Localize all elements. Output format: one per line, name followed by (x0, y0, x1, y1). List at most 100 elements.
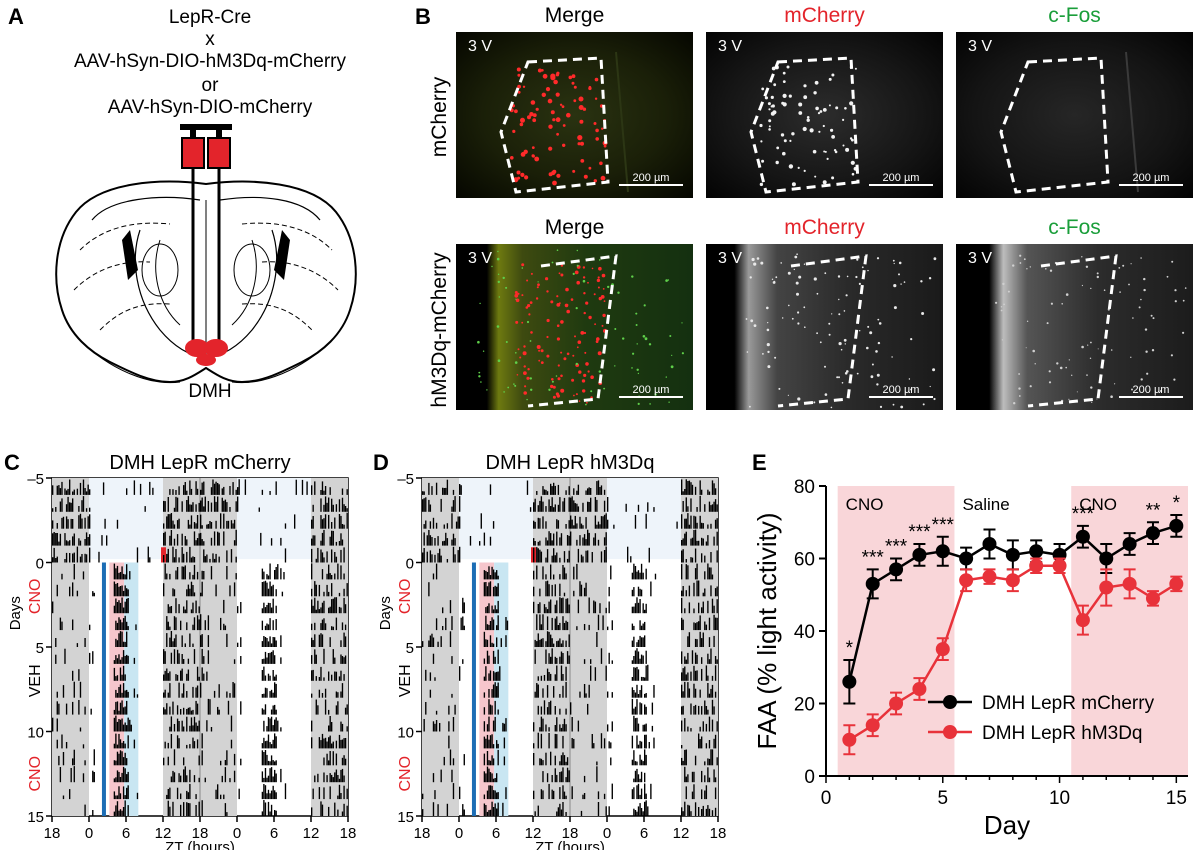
activity-bar (634, 515, 637, 529)
activity-bar (119, 631, 122, 647)
data-point (982, 537, 997, 551)
activity-bar (264, 741, 267, 749)
cell-dot (538, 349, 541, 352)
activity-bar (582, 794, 584, 800)
activity-bar (187, 519, 190, 529)
activity-bar (489, 704, 492, 715)
cell-dot (596, 337, 600, 341)
cell-dot (555, 392, 559, 396)
activity-bar (605, 607, 607, 614)
activity-bar (685, 518, 687, 529)
activity-bar (312, 504, 314, 512)
activity-bar (454, 704, 456, 715)
activity-bar (331, 522, 333, 529)
activity-bar (115, 701, 117, 715)
cell-dot (770, 95, 774, 99)
activity-bar (186, 600, 188, 614)
activity-bar (537, 633, 539, 647)
cell-dot (1097, 348, 1099, 350)
activity-bar (79, 513, 82, 529)
activity-bar (556, 531, 558, 546)
activity-bar (568, 604, 570, 614)
activity-bar (588, 624, 590, 631)
activity-bar (340, 691, 342, 698)
activity-bar (230, 715, 233, 732)
activity-bar (553, 574, 555, 580)
activity-bar (190, 557, 193, 563)
col-title-merge-top: Merge (544, 4, 605, 27)
activity-bar (694, 652, 697, 664)
cell-dot (1018, 373, 1020, 375)
brain-schematic (55, 124, 357, 384)
activity-bar (270, 538, 273, 546)
activity-bar (264, 675, 267, 681)
row-label-hm3dq: hM3Dq-mCherry (428, 252, 451, 408)
activity-bar (640, 808, 643, 816)
cell-dot (555, 73, 560, 77)
activity-bar (294, 514, 296, 529)
activity-bar (690, 703, 692, 715)
activity-bar (594, 667, 597, 681)
activity-bar (135, 624, 137, 631)
activity-bar (644, 677, 646, 681)
activity-bar (122, 707, 125, 715)
cell-dot (557, 377, 561, 381)
activity-bar (122, 641, 125, 647)
activity-bar (207, 698, 210, 715)
activity-bar (206, 524, 208, 529)
cell-dot (789, 139, 792, 142)
activity-bar (115, 689, 117, 698)
activity-bar (127, 691, 129, 698)
activity-bar (562, 616, 564, 631)
scale-bar (1119, 396, 1183, 398)
activity-bar (585, 693, 587, 698)
activity-bar (335, 769, 338, 783)
cell-dot (812, 149, 817, 154)
activity-bar (685, 531, 687, 546)
activity-bar (312, 788, 314, 800)
cell-dot (838, 342, 842, 346)
activity-bar (559, 497, 561, 512)
activity-bar (705, 541, 708, 546)
activity-bar (708, 716, 711, 732)
activity-bar (115, 568, 117, 580)
cell-dot (875, 350, 878, 353)
activity-bar (491, 566, 493, 580)
phase-label: VEH (397, 664, 414, 697)
cell-dot (583, 311, 586, 315)
activity-bar (183, 553, 185, 563)
cell-dot (537, 68, 542, 73)
activity-bar (318, 787, 321, 800)
activity-bar (633, 625, 635, 631)
activity-bar (451, 513, 453, 529)
activity-bar (264, 785, 267, 800)
activity-bar (173, 724, 176, 732)
cell-dot (841, 382, 844, 384)
activity-bar (232, 523, 234, 529)
activity-bar (573, 590, 575, 597)
activity-bar (448, 735, 450, 749)
activity-bar (324, 688, 327, 698)
activity-bar (277, 564, 279, 580)
scale-bar-label: 200 µm (1132, 384, 1170, 396)
activity-bar (443, 488, 445, 495)
activity-bar (73, 749, 75, 766)
activity-bar (492, 643, 495, 647)
activity-bar (463, 602, 465, 614)
activity-bar (554, 706, 556, 715)
activity-bar (59, 767, 62, 783)
activity-bar (181, 501, 183, 512)
activity-bar (599, 603, 601, 614)
activity-bar (708, 808, 711, 816)
activity-bar (240, 701, 242, 715)
activity-bar (61, 481, 63, 495)
activity-bar (261, 489, 264, 495)
region-tag: 3 V (968, 250, 993, 267)
cell-dot (1019, 254, 1022, 257)
activity-bar (702, 805, 704, 816)
activity-bar (183, 659, 185, 664)
activity-bar (341, 723, 344, 732)
cell-dot (910, 338, 913, 341)
activity-bar (556, 600, 558, 614)
activity-bar (115, 620, 117, 631)
